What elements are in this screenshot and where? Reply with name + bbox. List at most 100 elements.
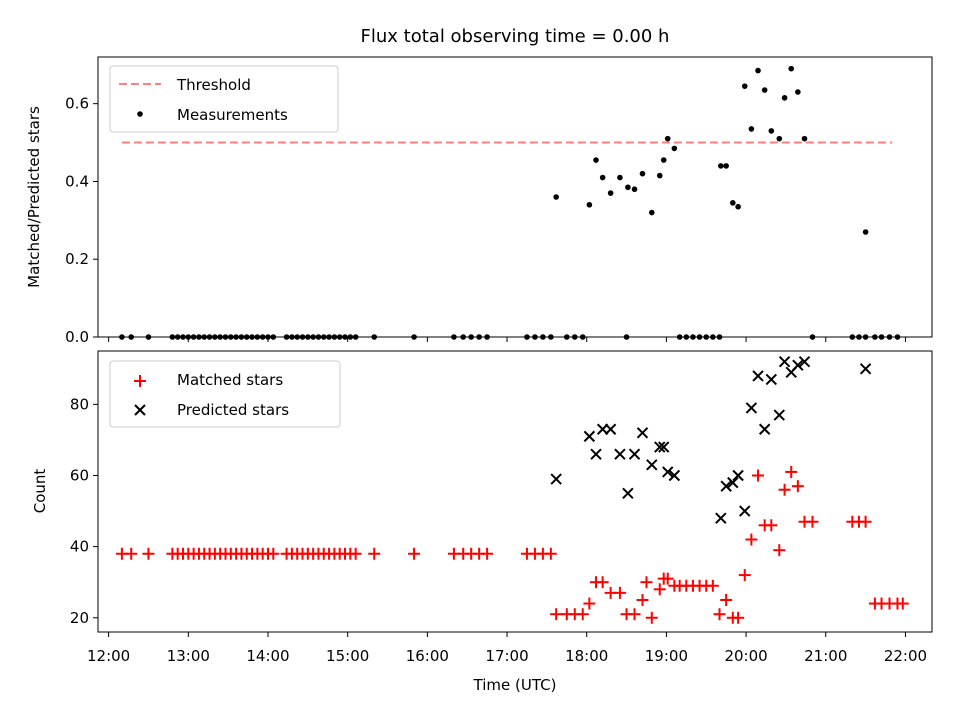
legend-matched-label: Matched stars <box>177 371 283 389</box>
measurement-point <box>729 200 736 206</box>
matched-star-point <box>791 480 804 493</box>
ratio-panel-frame <box>97 56 933 338</box>
predicted-star-point <box>727 476 739 489</box>
y-tick-label: 0.2 <box>65 250 89 268</box>
measurement-point <box>593 157 599 163</box>
matched-star-point <box>142 547 155 560</box>
measurement-point <box>664 135 671 142</box>
y-tick-label: 0.4 <box>65 172 89 190</box>
measurement-point <box>671 145 678 152</box>
matched-star-point <box>765 519 778 532</box>
count-points-layer <box>115 355 909 624</box>
predicted-star-point <box>628 448 641 460</box>
matched-star-point <box>550 608 563 621</box>
y-tick-label: 0.0 <box>65 328 89 346</box>
matched-star-point <box>785 465 798 478</box>
measurement-point <box>741 83 748 89</box>
matched-star-point <box>706 579 719 592</box>
matched-star-point <box>408 547 421 560</box>
legend-predicted-label: Predicted stars <box>177 401 289 419</box>
matched-star-point <box>661 572 674 585</box>
x-tick-label: 12:00 <box>87 647 130 665</box>
x-tick-label: 13:00 <box>167 647 210 665</box>
predicted-star-point <box>662 466 674 478</box>
measurement-point <box>801 135 808 142</box>
measurement-point <box>768 128 775 134</box>
matched-star-point <box>806 515 819 528</box>
measurement-point <box>788 65 795 72</box>
predicted-star-point <box>739 505 751 517</box>
matched-star-point <box>544 547 557 560</box>
y-tick-label: 40 <box>70 538 89 556</box>
measurement-point <box>648 209 655 216</box>
matched-star-point <box>636 593 649 606</box>
y-tick-label: 20 <box>70 609 89 627</box>
measurement-point <box>553 194 559 200</box>
x-tick-label: 16:00 <box>406 647 449 665</box>
count-panel-frame <box>97 350 933 633</box>
count-legend-box <box>109 360 341 428</box>
count-y-ticks: 20 40 60 80 <box>70 395 98 627</box>
measurement-point <box>617 174 623 181</box>
legend-threshold-label: Threshold <box>176 76 251 94</box>
measurement-point <box>607 190 614 196</box>
predicted-star-point <box>590 448 602 460</box>
measurement-point <box>639 170 646 177</box>
predicted-star-point <box>658 441 670 453</box>
predicted-star-point <box>792 359 804 371</box>
ratio-y-ticks: 0.0 0.2 0.4 0.6 <box>65 95 98 346</box>
predicted-star-point <box>583 430 596 443</box>
matched-star-point <box>773 544 786 557</box>
matched-star-point <box>368 547 381 560</box>
matched-star-point <box>713 608 726 621</box>
matched-star-point <box>349 547 362 560</box>
legend-predicted-swatch <box>134 404 146 416</box>
predicted-star-point <box>765 373 778 386</box>
ratio-legend-box <box>109 65 339 133</box>
matched-star-point <box>745 533 758 546</box>
measurement-point <box>599 174 606 181</box>
ratio-panel: 0.0 0.2 0.4 0.6 Matched/Predicted stars Thr… <box>25 56 933 346</box>
x-tick-label: 22:00 <box>884 647 927 665</box>
matched-star-point <box>596 576 609 589</box>
measurement-point <box>755 67 761 74</box>
measurement-point <box>735 203 741 210</box>
predicted-star-point <box>773 409 785 421</box>
x-axis-label: Time (UTC) <box>473 676 557 694</box>
measurement-point <box>660 157 667 163</box>
x-tick-label: 17:00 <box>485 647 528 665</box>
legend-measurements-swatch <box>137 111 143 117</box>
predicted-star-point <box>859 363 872 375</box>
predicted-star-point <box>720 480 732 492</box>
y-tick-label: 60 <box>70 466 89 484</box>
predicted-star-point <box>636 427 649 439</box>
measurement-point <box>718 163 724 169</box>
matched-star-point <box>732 611 745 624</box>
predicted-star-point <box>646 459 658 471</box>
matched-star-point <box>576 608 589 621</box>
count-legend: Matched stars Predicted stars <box>109 360 341 428</box>
ratio-y-axis-label: Matched/Predicted stars <box>25 106 43 288</box>
legend-matched-swatch <box>134 375 146 387</box>
predicted-star-point <box>752 370 764 382</box>
ratio-x-ticks <box>108 337 906 342</box>
measurement-point <box>723 163 729 169</box>
predicted-star-point <box>604 423 617 435</box>
y-tick-label: 0.6 <box>65 95 89 113</box>
matched-star-point <box>640 576 653 589</box>
predicted-star-point <box>622 487 634 499</box>
predicted-star-point <box>668 469 681 482</box>
predicted-star-point <box>654 441 666 453</box>
ratio-legend: Threshold Measurements <box>109 65 339 133</box>
matched-star-point <box>738 569 751 582</box>
predicted-star-point <box>550 473 562 485</box>
measurement-point <box>586 201 593 208</box>
measurement-point <box>748 126 755 132</box>
measurement-point <box>761 87 768 93</box>
chart-title: Flux total observing time = 0.00 h <box>361 26 670 47</box>
predicted-star-point <box>732 469 744 482</box>
count-y-axis-label: Count <box>31 469 49 514</box>
predicted-star-point <box>778 355 791 368</box>
